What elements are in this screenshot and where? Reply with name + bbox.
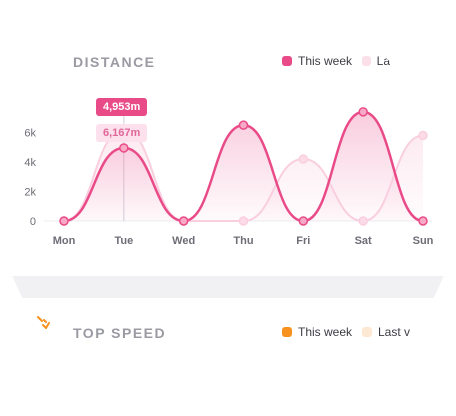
tooltip-this-week: 4,953m	[96, 98, 148, 116]
legend-label: This week	[298, 325, 353, 339]
data-point-this-week	[119, 143, 129, 153]
legend-swatch	[362, 56, 371, 66]
legend-item-last-week[interactable]: La	[362, 54, 390, 68]
data-point-this-week	[178, 216, 189, 226]
x-tick-label: Sun	[413, 235, 434, 247]
y-tick-label: 6k	[24, 128, 36, 140]
data-point-last-week	[238, 216, 249, 226]
data-point-this-week	[418, 216, 428, 226]
x-tick-label: Tue	[114, 235, 133, 247]
x-tick-label: Wed	[172, 235, 195, 247]
card-divider	[0, 276, 456, 298]
data-point-this-week	[358, 107, 368, 117]
top-speed-card	[0, 298, 456, 416]
x-tick-label: Fri	[296, 235, 310, 247]
legend-label: La	[376, 54, 390, 68]
data-point-last-week	[298, 154, 309, 164]
legend-swatch	[362, 327, 372, 337]
x-tick-label: Mon	[53, 235, 76, 247]
legend-item-this-week[interactable]: This week	[282, 54, 352, 68]
data-point-this-week	[238, 120, 249, 130]
tooltip-last-week: 6,167m	[96, 124, 148, 142]
data-point-last-week	[418, 130, 428, 141]
legend-label: This week	[298, 54, 353, 68]
legend-swatch	[282, 327, 292, 337]
speed-legend-this-week[interactable]: This week	[282, 325, 352, 339]
data-point-this-week	[59, 216, 69, 226]
legend-swatch	[282, 56, 292, 66]
distance-chart: 0 2k 4k 6k Mon Tue Wed Thu Fri Sat Sun	[24, 107, 434, 247]
speed-legend-last-week[interactable]: Last v	[362, 325, 412, 339]
distance-title: DISTANCE	[73, 54, 156, 70]
data-point-this-week	[298, 216, 309, 226]
y-tick-label: 4k	[24, 157, 36, 169]
legend-label: Last v	[378, 325, 411, 339]
y-tick-label: 0	[30, 216, 36, 228]
lightning-icon	[37, 316, 50, 329]
x-tick-label: Sat	[355, 235, 372, 247]
x-tick-label: Thu	[233, 235, 253, 247]
top-speed-title: TOP SPEED	[73, 325, 167, 341]
y-tick-label: 2k	[24, 187, 36, 199]
data-point-last-week	[358, 216, 368, 226]
area-this-week	[64, 111, 423, 221]
